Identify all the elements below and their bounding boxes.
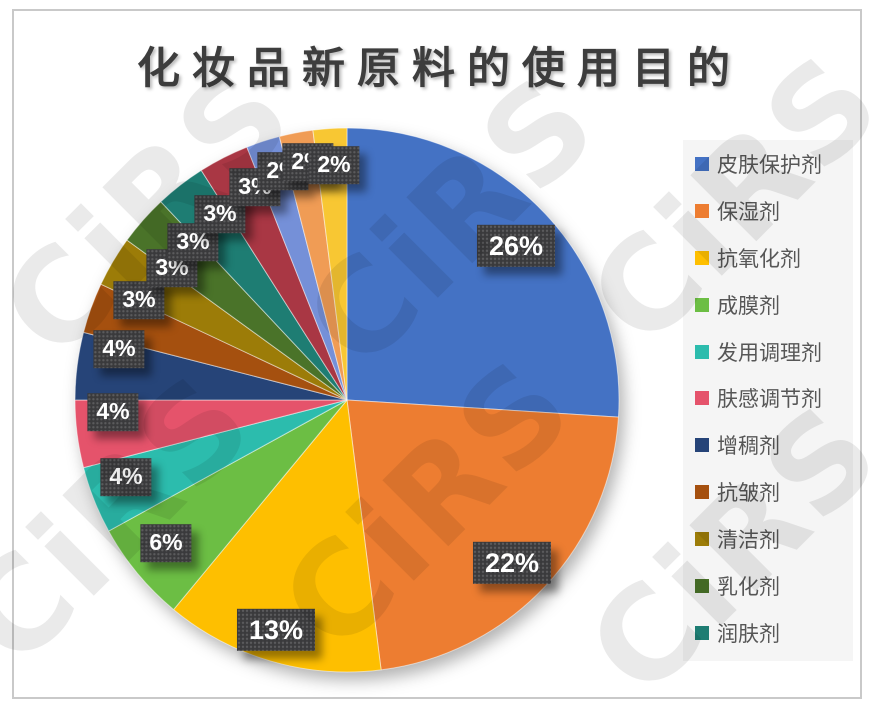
legend-label: 抗皱剂: [717, 481, 780, 506]
legend-label: 增稠剂: [717, 434, 780, 459]
pie-label-3: 6%: [140, 524, 192, 562]
legend-label: 皮肤保护剂: [717, 153, 822, 177]
pie-label-4: 4%: [100, 458, 152, 496]
pie-slice-皮肤保护剂: [346, 127, 620, 418]
pie-label-0: 26%: [476, 224, 556, 268]
legend-label: 抗氧化剂: [717, 246, 801, 271]
legend-item-2: 抗氧化剂: [683, 243, 853, 273]
legend-label: 保湿剂: [717, 199, 780, 224]
legend-swatch-icon: [695, 625, 709, 640]
pie-slice-保湿剂: [346, 399, 619, 671]
legend-swatch-icon: [695, 157, 709, 171]
legend-item-8: 清洁剂: [683, 524, 853, 554]
legend-label: 乳化剂: [717, 575, 780, 600]
pie-label-14: 2%: [308, 146, 360, 184]
pie-label-7: 3%: [113, 281, 165, 319]
chart-title: 化妆品新原料的使用目的: [137, 46, 742, 93]
legend-label: 发用调理剂: [717, 340, 822, 365]
pie-label-6: 4%: [93, 330, 145, 368]
legend-item-6: 增稠剂: [683, 430, 853, 460]
legend-swatch-icon: [695, 203, 709, 218]
legend-item-3: 成膜剂: [683, 290, 853, 320]
pie-label-2: 13%: [236, 608, 316, 652]
legend-swatch-icon: [695, 297, 709, 312]
legend-swatch-icon: [695, 344, 709, 359]
legend-swatch-icon: [695, 250, 709, 265]
legend-item-7: 抗皱剂: [683, 477, 853, 507]
pie-slice-14: [312, 127, 348, 401]
legend-label: 成膜剂: [717, 293, 780, 318]
legend-swatch-icon: [695, 438, 709, 453]
legend-swatch-icon: [695, 485, 709, 500]
chart-screenshot: { "watermark": { "text": "CiRS" }, "char…: [0, 9, 879, 725]
legend-item-4: 发用调理剂: [683, 337, 853, 367]
legend-label: 润肤剂: [717, 621, 780, 646]
legend-item-9: 乳化剂: [683, 571, 853, 601]
pie-slice-抗氧化剂: [173, 399, 382, 673]
legend-label: 肤感调节剂: [717, 387, 822, 412]
chart-legend: 皮肤保护剂保湿剂抗氧化剂成膜剂发用调理剂肤感调节剂增稠剂抗皱剂清洁剂乳化剂润肤剂: [683, 140, 853, 661]
legend-swatch-icon: [695, 391, 709, 406]
legend-item-0: 皮肤保护剂: [683, 149, 853, 179]
pie-label-5: 4%: [87, 393, 139, 431]
pie-label-1: 22%: [472, 541, 552, 585]
legend-item-10: 润肤剂: [683, 618, 853, 648]
legend-swatch-icon: [695, 532, 709, 547]
legend-swatch-icon: [695, 579, 709, 594]
legend-item-5: 肤感调节剂: [683, 383, 853, 413]
legend-label: 清洁剂: [717, 528, 780, 553]
legend-item-1: 保湿剂: [683, 196, 853, 226]
